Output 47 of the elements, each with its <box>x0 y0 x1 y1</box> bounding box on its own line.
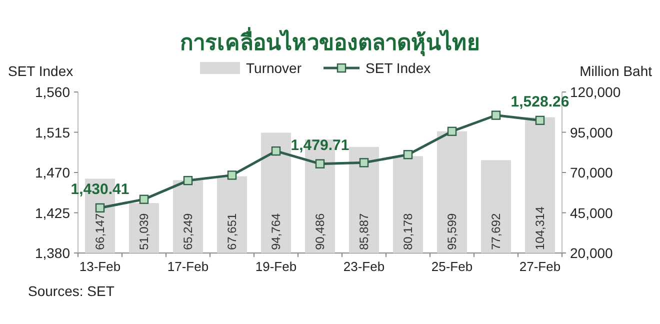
point <box>271 146 281 156</box>
y-tick-label: 1,425 <box>34 204 70 221</box>
point <box>359 158 369 168</box>
point <box>315 159 325 168</box>
y-tick-label: 1,560 <box>34 84 70 100</box>
x-tick-label: 27-Feb <box>519 259 561 274</box>
point <box>491 110 501 120</box>
y2-tick-label: 20,000 <box>570 245 614 261</box>
point <box>447 126 457 136</box>
x-tick-label: 17-Feb <box>167 259 209 274</box>
y2-tick-label: 120,000 <box>570 84 621 100</box>
point <box>535 116 545 125</box>
data-label: 1,528.26 <box>510 93 570 110</box>
point <box>139 194 149 204</box>
y-axis-title: SET Index <box>8 63 74 79</box>
data-label: 67,651 <box>225 212 239 250</box>
data-label: 104,314 <box>533 206 547 250</box>
y2-tick-label: 45,000 <box>570 204 614 221</box>
data-label: 66,147 <box>93 212 107 250</box>
point <box>403 150 413 160</box>
x-tick-label: 19-Feb <box>255 259 297 274</box>
data-label: 95,599 <box>445 212 459 250</box>
data-label: 85,887 <box>357 212 371 250</box>
data-label: 80,178 <box>401 212 415 250</box>
source-note: Sources: SET <box>28 283 115 299</box>
y-tick-label: 1,470 <box>34 164 70 180</box>
x-tick-label: 13-Feb <box>79 259 121 274</box>
data-label: 1,430.41 <box>70 180 130 198</box>
y2-tick-label: 70,000 <box>570 164 614 180</box>
y2-tick-label: 95,000 <box>570 124 614 140</box>
chart-title: การเคลื่อนไหวของตลาดหุ้นไทย <box>180 26 480 57</box>
y-tick-label: 1,380 <box>34 245 70 261</box>
data-label: 51,039 <box>137 212 151 250</box>
x-tick-label: 25-Feb <box>431 259 473 274</box>
data-label: 77,692 <box>489 212 503 250</box>
legend-label: SET Index <box>366 60 431 76</box>
point <box>227 170 237 180</box>
point <box>95 203 105 213</box>
point <box>183 176 193 186</box>
data-label: 90,486 <box>313 212 327 250</box>
x-tick-label: 23-Feb <box>343 259 385 274</box>
legend-label: Turnover <box>246 60 302 76</box>
data-label: 94,764 <box>269 212 283 250</box>
y2-axis-title: Million Baht <box>580 63 652 79</box>
data-label: 65,249 <box>181 212 195 250</box>
data-label: 1,479.71 <box>290 136 350 154</box>
y-tick-label: 1,515 <box>34 124 70 140</box>
